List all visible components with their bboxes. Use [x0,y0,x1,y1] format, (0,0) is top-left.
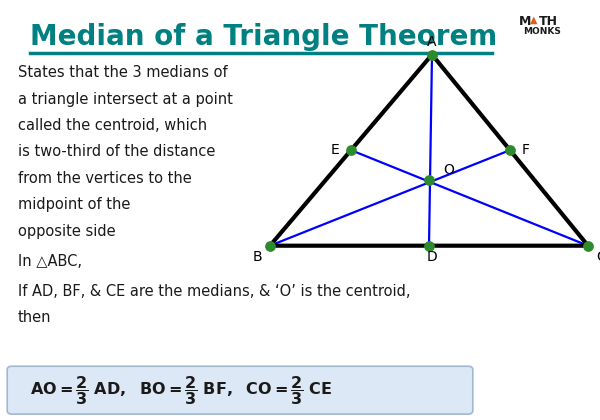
Point [346,147,356,154]
Point [583,242,593,249]
Text: M: M [519,15,532,28]
Text: TH: TH [539,15,558,28]
Text: ▲: ▲ [530,15,538,25]
Text: A: A [427,35,437,49]
Text: midpoint of the: midpoint of the [18,197,130,213]
Text: E: E [331,143,340,157]
Point [505,147,515,154]
Text: C: C [596,250,600,264]
Text: F: F [521,143,530,157]
Text: a triangle intersect at a point: a triangle intersect at a point [18,92,233,107]
Text: MONKS: MONKS [523,27,561,36]
Text: States that the 3 medians of: States that the 3 medians of [18,65,227,80]
Text: is two-third of the distance: is two-third of the distance [18,144,215,160]
Text: D: D [427,250,437,264]
Text: B: B [253,250,262,264]
Text: $\mathbf{AO = \dfrac{2}{3}\ AD,\ \ BO = \dfrac{2}{3}\ BF,\ \ CO = \dfrac{2}{3}\ : $\mathbf{AO = \dfrac{2}{3}\ AD,\ \ BO = … [30,374,332,407]
Point [427,51,437,58]
Point [424,242,434,249]
Text: opposite side: opposite side [18,224,116,239]
FancyBboxPatch shape [7,366,473,414]
Text: In △ABC,: In △ABC, [18,254,82,269]
Text: Median of a Triangle Theorem: Median of a Triangle Theorem [30,23,497,51]
Text: called the centroid, which: called the centroid, which [18,118,207,133]
Text: O: O [443,163,454,177]
Point [424,176,434,183]
Point [265,242,275,249]
Text: If AD, BF, & CE are the medians, & ‘O’ is the centroid,: If AD, BF, & CE are the medians, & ‘O’ i… [18,284,410,299]
Text: then: then [18,310,52,326]
Text: from the vertices to the: from the vertices to the [18,171,192,186]
